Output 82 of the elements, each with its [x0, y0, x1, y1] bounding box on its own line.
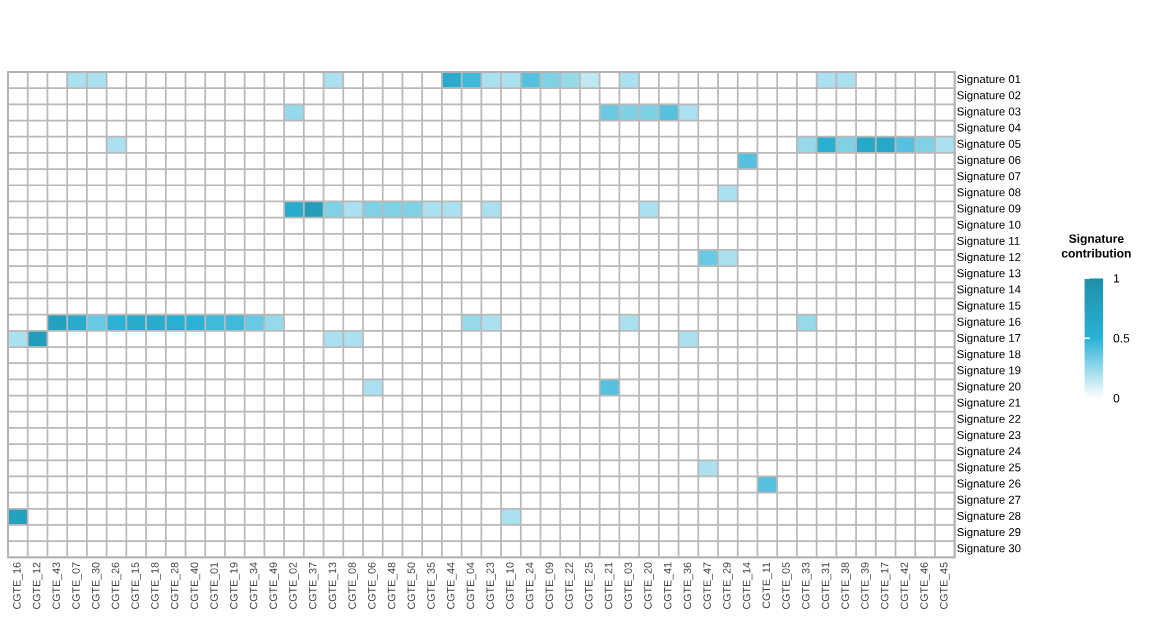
x-tick-label: CGTE_02 — [289, 562, 299, 609]
y-tick-label: Signature 29 — [957, 527, 1021, 539]
y-tick-label: Signature 04 — [957, 123, 1021, 134]
color-bar-label: 1 — [1113, 274, 1120, 283]
x-tick-label: CGTE_06 — [368, 562, 378, 609]
x-tick-label: CGTE_26 — [111, 562, 122, 609]
x-tick-label: CGTE_10 — [506, 562, 516, 609]
x-tick-label: CGTE_24 — [525, 562, 536, 609]
color-bar-label: 0 — [1113, 394, 1120, 403]
x-tick-label: CGTE_33 — [801, 562, 812, 609]
y-tick-label: Signature 14 — [957, 285, 1021, 296]
x-tick-label: CGTE_11 — [762, 562, 773, 609]
y-tick-label: Signature 03 — [957, 107, 1021, 118]
y-tick-label: Signature 19 — [957, 366, 1021, 377]
y-tick-label: Signature 01 — [957, 74, 1021, 86]
y-tick-label: Signature 17 — [957, 333, 1021, 345]
x-tick-label: CGTE_50 — [407, 562, 418, 609]
x-tick-label: CGTE_13 — [328, 562, 339, 609]
x-tick-label: CGTE_22 — [565, 562, 575, 609]
x-tick-label: CGTE_47 — [703, 562, 713, 609]
x-tick-label: CGTE_04 — [466, 562, 477, 609]
y-tick-label: Signature 24 — [957, 446, 1021, 458]
x-tick-label: CGTE_29 — [723, 562, 733, 609]
x-tick-label: CGTE_46 — [920, 562, 930, 609]
y-tick-label: Signature 26 — [957, 479, 1021, 490]
x-tick-label: CGTE_01 — [210, 562, 220, 609]
x-tick-label: CGTE_16 — [13, 562, 23, 609]
y-tick-label: Signature 11 — [957, 236, 1020, 248]
y-tick-label: Signature 25 — [957, 463, 1021, 474]
x-tick-label: CGTE_14 — [742, 562, 753, 609]
x-tick-label: CGTE_20 — [644, 562, 654, 609]
y-tick-label: Signature 15 — [957, 301, 1021, 312]
y-tick-label: Signature 07 — [957, 171, 1021, 183]
y-tick-label: Signature 09 — [957, 204, 1021, 215]
y-tick-label: Signature 23 — [957, 430, 1021, 442]
y-tick-label: Signature 28 — [957, 511, 1021, 523]
x-tick-label: CGTE_07 — [72, 562, 82, 609]
y-tick-label: Signature 20 — [957, 382, 1021, 393]
x-tick-label: CGTE_45 — [940, 562, 950, 609]
x-tick-label: CGTE_15 — [131, 562, 141, 609]
x-tick-label: CGTE_42 — [900, 562, 911, 609]
x-tick-label: CGTE_03 — [624, 562, 635, 609]
x-tick-label: CGTE_09 — [545, 562, 556, 609]
x-tick-label: CGTE_48 — [387, 562, 398, 609]
x-tick-label: CGTE_34 — [249, 562, 260, 609]
x-tick-label: CGTE_05 — [782, 562, 792, 609]
x-tick-label: CGTE_31 — [821, 562, 832, 609]
y-tick-label: Signature 13 — [957, 268, 1021, 280]
x-tick-label: CGTE_30 — [91, 562, 102, 609]
y-tick-label: Signature 21 — [957, 398, 1021, 409]
x-tick-label: CGTE_49 — [269, 562, 280, 609]
y-tick-label: Signature 18 — [957, 349, 1021, 361]
x-tick-label: CGTE_43 — [52, 562, 63, 609]
x-tick-label: CGTE_35 — [427, 562, 437, 609]
x-tick-label: CGTE_25 — [585, 562, 595, 609]
y-tick-label: Signature 02 — [957, 90, 1021, 102]
y-tick-label: Signature 30 — [957, 543, 1021, 555]
x-tick-label: CGTE_18 — [151, 562, 161, 609]
y-tick-label: Signature 22 — [957, 414, 1021, 426]
x-tick-label: CGTE_12 — [32, 562, 43, 609]
x-tick-label: CGTE_21 — [604, 562, 615, 609]
y-tick-label: Signature 16 — [957, 317, 1021, 329]
x-tick-label: CGTE_36 — [683, 562, 694, 609]
x-tick-label: CGTE_28 — [170, 562, 181, 609]
y-tick-label: Signature 08 — [957, 188, 1021, 199]
color-bar-label: 0.5 — [1113, 334, 1130, 343]
x-tick-label: CGTE_23 — [486, 562, 496, 609]
y-tick-label: Signature 10 — [957, 220, 1021, 231]
y-tick-label: Signature 05 — [957, 139, 1021, 151]
x-tick-label: CGTE_38 — [841, 562, 851, 609]
color-bar-title: Signature contribution — [1061, 234, 1131, 258]
x-tick-label: CGTE_44 — [446, 562, 457, 609]
y-tick-label: Signature 06 — [957, 155, 1021, 167]
x-tick-label: CGTE_08 — [348, 562, 358, 609]
y-tick-label: Signature 27 — [957, 495, 1021, 506]
y-tick-label: Signature 12 — [957, 252, 1021, 264]
x-tick-label: CGTE_19 — [230, 562, 240, 609]
x-tick-label: CGTE_37 — [308, 562, 319, 609]
x-tick-label: CGTE_40 — [190, 562, 201, 609]
x-tick-label: CGTE_17 — [880, 562, 891, 609]
x-tick-label: CGTE_39 — [861, 562, 871, 609]
x-tick-label: CGTE_41 — [663, 562, 674, 609]
